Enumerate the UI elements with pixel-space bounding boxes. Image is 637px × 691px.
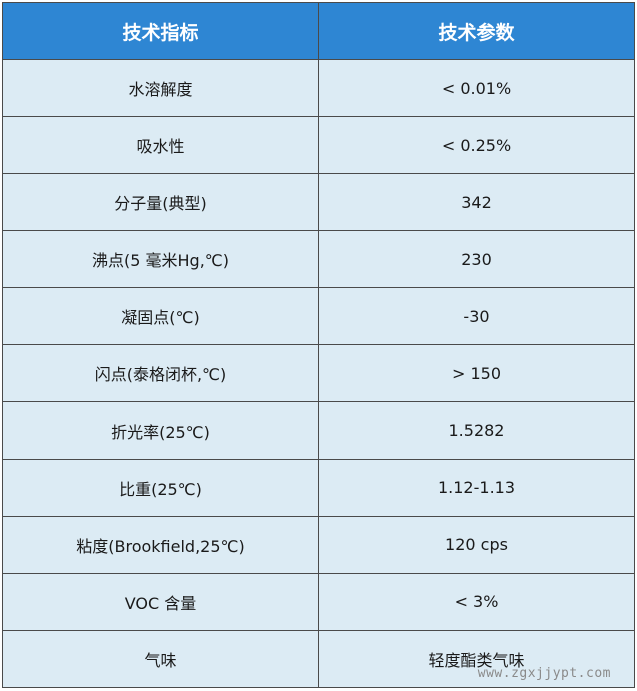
table-row: 沸点(5 毫米Hg,℃) 230: [2, 230, 635, 289]
table-row: 比重(25℃) 1.12-1.13: [2, 458, 635, 517]
row-name: 吸水性: [2, 116, 319, 175]
table-row: 气味 轻度酯类气味: [2, 629, 635, 689]
table-row: 分子量(典型) 342: [2, 173, 635, 232]
table-row: 凝固点(℃) -30: [2, 287, 635, 346]
row-name: VOC 含量: [2, 572, 319, 631]
row-value: 342: [318, 173, 635, 232]
table-row: VOC 含量 < 3%: [2, 572, 635, 631]
row-value: 230: [318, 230, 635, 289]
table-row: 折光率(25℃) 1.5282: [2, 401, 635, 460]
row-name: 气味: [2, 629, 319, 689]
row-value: < 0.01%: [318, 58, 635, 118]
row-value: 1.12-1.13: [318, 458, 635, 517]
watermark: www.zgxjjypt.com: [477, 666, 611, 681]
header-parameter: 技术参数: [318, 2, 635, 60]
table-row: 粘度(Brookfield,25℃) 120 cps: [2, 515, 635, 574]
row-name: 分子量(典型): [2, 173, 319, 232]
table-row: 闪点(泰格闭杯,℃) > 150: [2, 344, 635, 403]
row-name: 比重(25℃): [2, 458, 319, 517]
row-value: 轻度酯类气味: [318, 629, 635, 689]
header-indicator: 技术指标: [2, 2, 319, 60]
row-value: 1.5282: [318, 401, 635, 460]
row-value: > 150: [318, 344, 635, 403]
row-name: 沸点(5 毫米Hg,℃): [2, 230, 319, 289]
row-name: 粘度(Brookfield,25℃): [2, 515, 319, 574]
row-value: < 0.25%: [318, 116, 635, 175]
row-name: 水溶解度: [2, 58, 319, 118]
row-name: 闪点(泰格闭杯,℃): [2, 344, 319, 403]
table-row: 水溶解度 < 0.01%: [2, 58, 635, 118]
row-name: 凝固点(℃): [2, 287, 319, 346]
row-value: < 3%: [318, 572, 635, 631]
table-row: 吸水性 < 0.25%: [2, 116, 635, 175]
row-name: 折光率(25℃): [2, 401, 319, 460]
header-row: 技术指标 技术参数: [2, 2, 635, 60]
row-value: 120 cps: [318, 515, 635, 574]
row-value: -30: [318, 287, 635, 346]
